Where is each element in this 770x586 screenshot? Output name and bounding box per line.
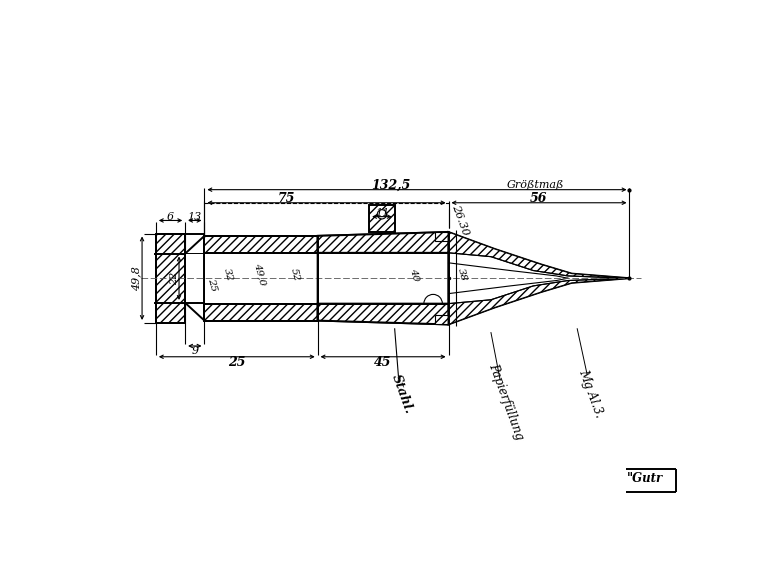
Text: 13: 13 [188, 212, 202, 222]
Text: 25: 25 [228, 356, 246, 369]
Text: 49,8: 49,8 [131, 266, 141, 291]
Text: 45: 45 [374, 356, 392, 369]
Text: 25: 25 [206, 277, 218, 292]
Text: 49,0: 49,0 [253, 262, 267, 287]
Text: 22: 22 [170, 271, 179, 285]
Text: 52: 52 [289, 267, 300, 282]
Text: Größtmaß: Größtmaß [507, 180, 564, 190]
Bar [156, 234, 185, 323]
Text: 75: 75 [278, 192, 296, 205]
Bar [434, 315, 448, 325]
Text: 11: 11 [375, 208, 389, 218]
Text: 56: 56 [530, 192, 547, 205]
Polygon shape [448, 232, 630, 278]
Bar [370, 205, 395, 232]
Text: 9: 9 [191, 346, 199, 356]
Text: 32: 32 [222, 267, 233, 282]
Text: Mg Al.3.: Mg Al.3. [576, 368, 606, 420]
Text: 38: 38 [456, 267, 467, 282]
Text: 132,5: 132,5 [371, 179, 410, 192]
Text: "Gutr: "Gutr [627, 472, 663, 485]
Text: 6: 6 [167, 212, 174, 222]
Bar [186, 254, 203, 302]
Text: Papierfüllung: Papierfüllung [487, 362, 526, 441]
Polygon shape [448, 232, 630, 325]
Polygon shape [317, 304, 448, 325]
Circle shape [377, 210, 387, 219]
Polygon shape [205, 304, 317, 321]
Text: Stahl.: Stahl. [389, 372, 416, 415]
Bar [434, 232, 448, 241]
Polygon shape [317, 232, 448, 325]
Polygon shape [205, 236, 317, 253]
Text: 26.30: 26.30 [450, 204, 470, 237]
Polygon shape [448, 278, 630, 325]
Text: 40: 40 [408, 267, 420, 282]
Polygon shape [317, 232, 448, 253]
Bar [185, 254, 205, 303]
